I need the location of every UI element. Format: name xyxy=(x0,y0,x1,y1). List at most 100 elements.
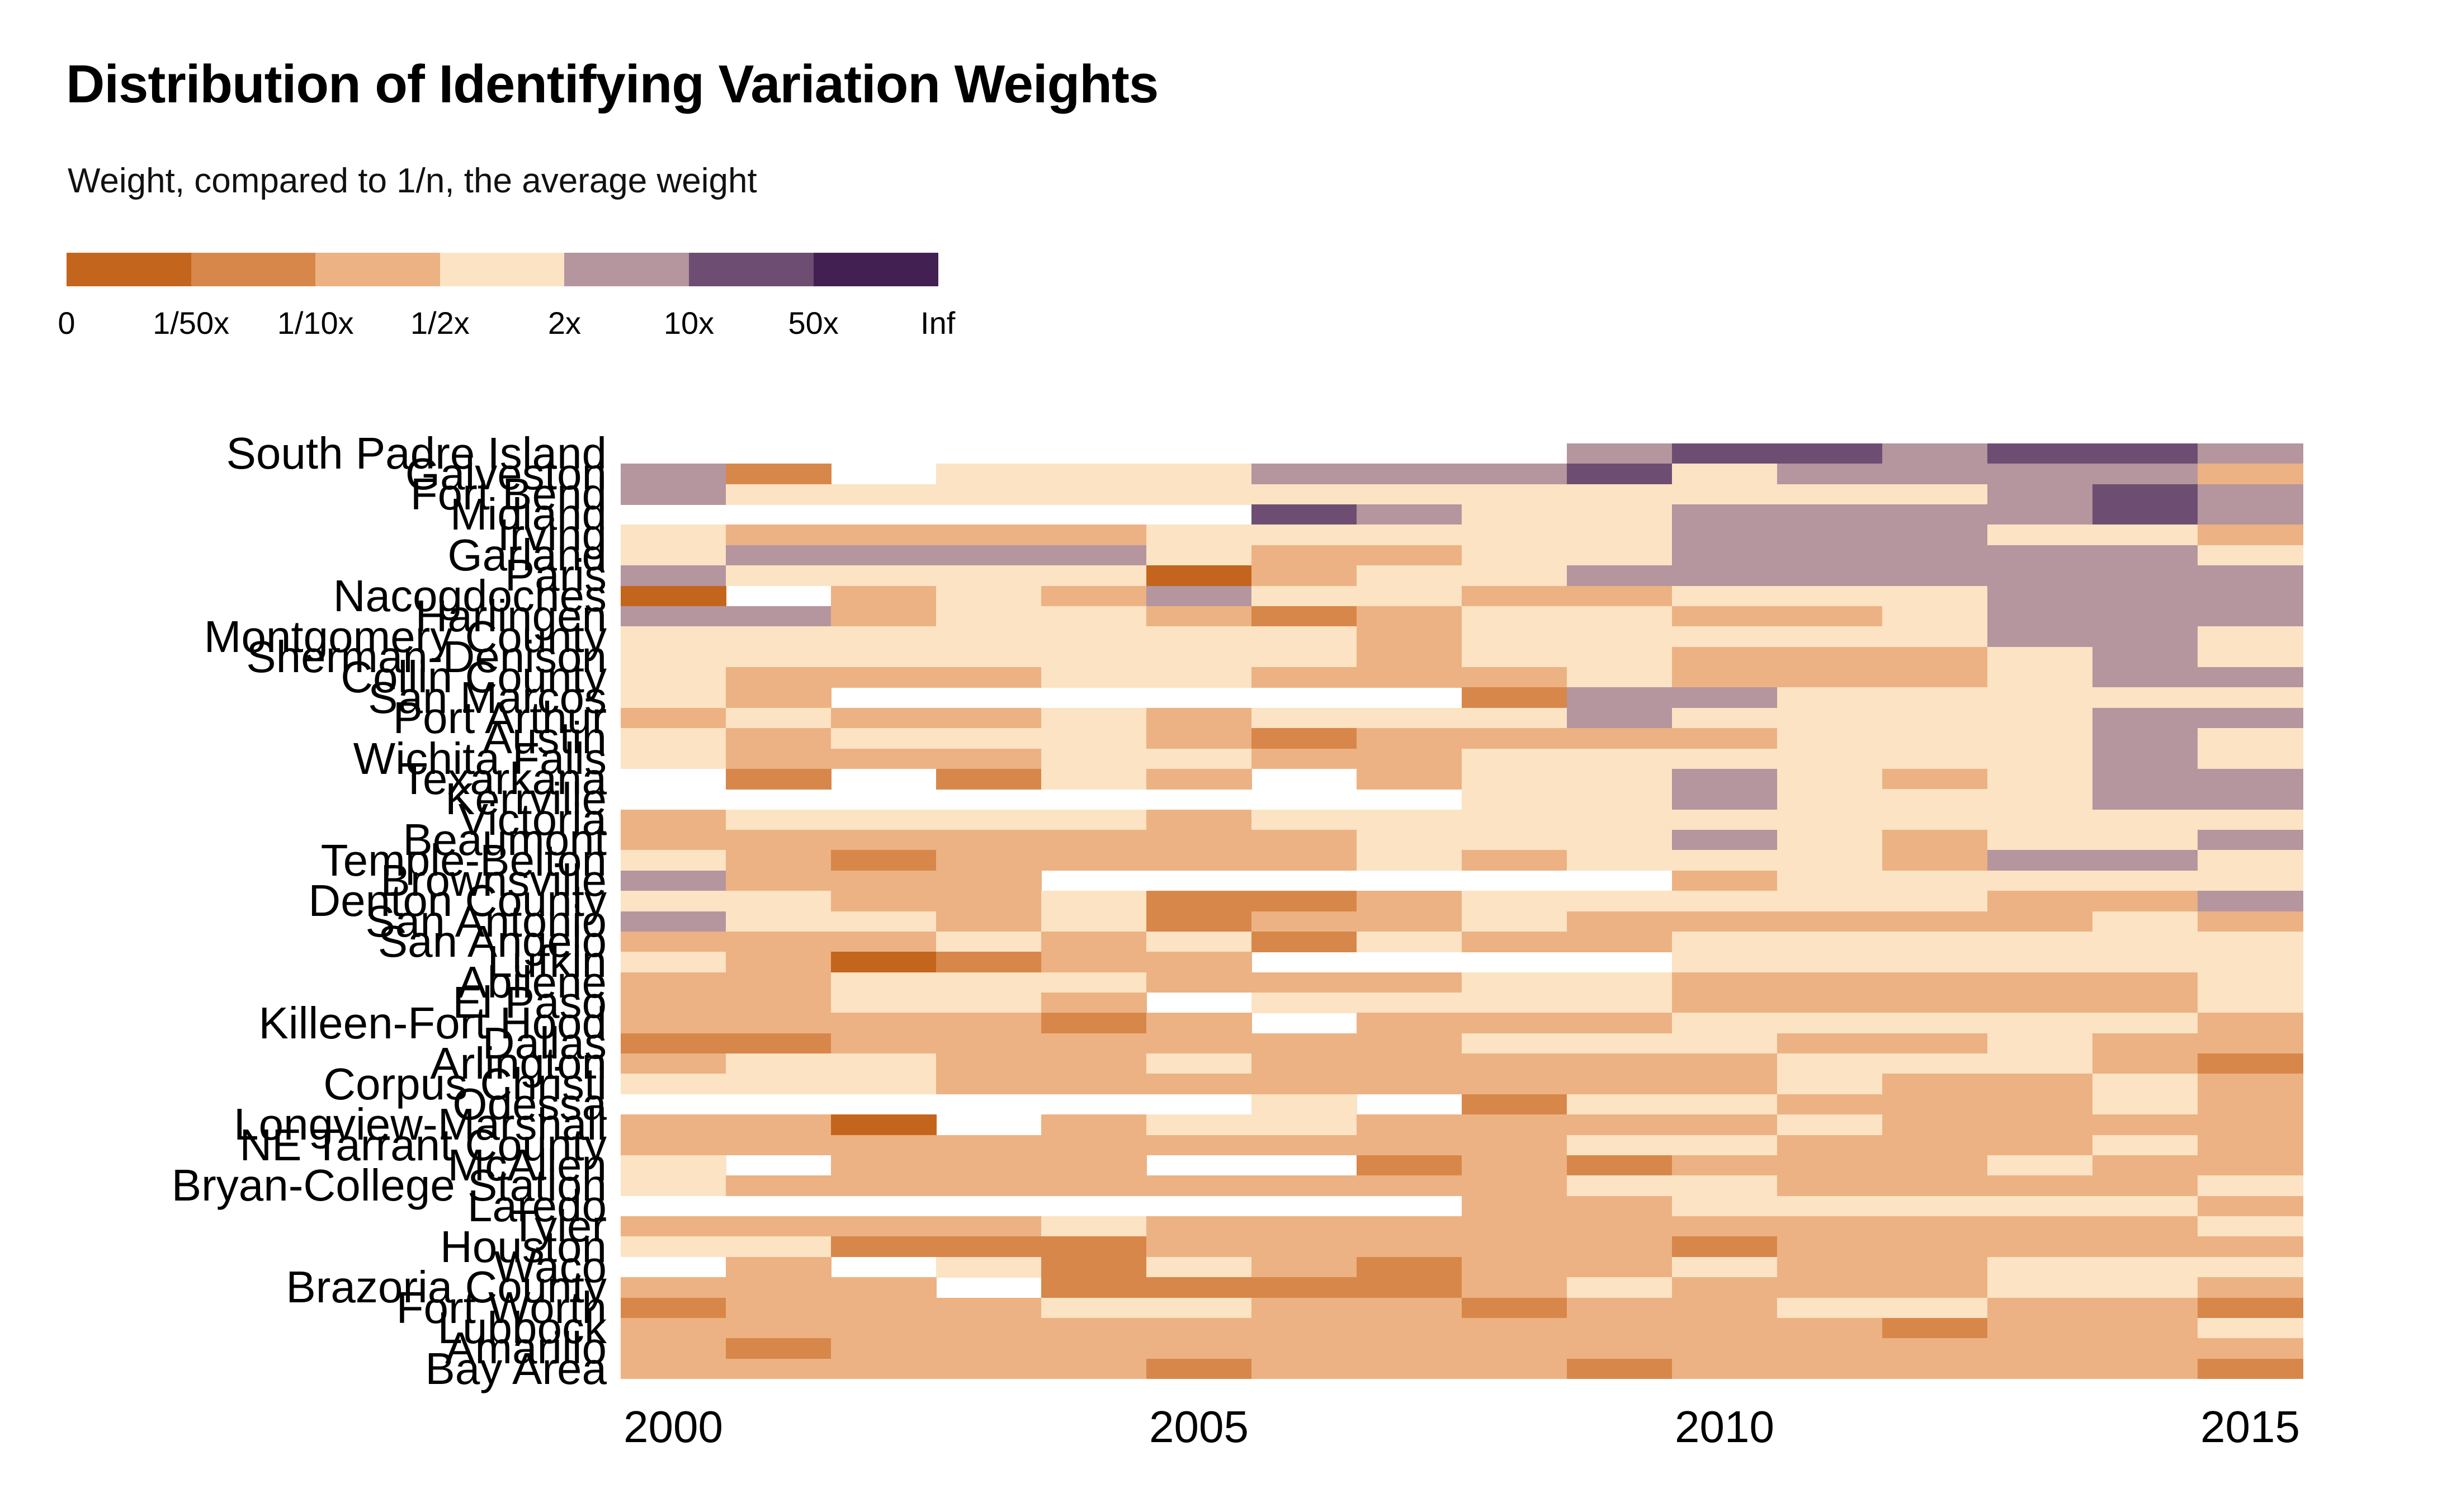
heatmap-cell xyxy=(2092,1297,2198,1319)
heatmap-cell xyxy=(1882,1033,1988,1054)
heatmap-cell xyxy=(831,1277,937,1298)
heatmap-cell xyxy=(1146,891,1252,911)
heatmap-cell xyxy=(1146,931,1252,952)
heatmap-cell xyxy=(1251,565,1357,587)
heatmap-cell xyxy=(2198,504,2303,525)
heatmap-cell xyxy=(1882,504,1988,525)
heatmap-cell xyxy=(2092,606,2198,627)
heatmap-cell xyxy=(2092,1338,2198,1359)
heatmap-cell xyxy=(726,830,832,850)
heatmap-cell xyxy=(2198,1074,2303,1095)
heatmap-cell xyxy=(1777,891,1883,911)
heatmap-cell xyxy=(1251,667,1357,688)
heatmap-cell xyxy=(1567,830,1673,850)
heatmap-cell xyxy=(1777,1317,1883,1339)
heatmap-cell xyxy=(1882,1317,1988,1339)
heatmap-cell xyxy=(2198,565,2303,587)
heatmap-cell xyxy=(1357,1236,1462,1258)
heatmap-cell xyxy=(1041,1175,1147,1197)
heatmap-cell xyxy=(1251,1175,1357,1197)
heatmap-cell xyxy=(1987,1074,2093,1095)
heatmap-cell xyxy=(1251,1297,1357,1319)
heatmap-cell xyxy=(1882,1155,1988,1176)
heatmap-cell xyxy=(621,687,726,708)
heatmap-cell xyxy=(1357,606,1462,627)
heatmap-cell xyxy=(621,545,726,566)
heatmap-cell xyxy=(831,667,937,688)
heatmap-cell xyxy=(1777,850,1883,871)
heatmap-cell xyxy=(1357,1114,1462,1136)
heatmap-cell xyxy=(1357,830,1462,850)
heatmap-cell xyxy=(1251,830,1357,850)
heatmap-cell xyxy=(1357,1297,1462,1319)
heatmap-cell xyxy=(2198,952,2303,973)
heatmap-cell xyxy=(831,1358,937,1379)
legend-swatch xyxy=(564,253,689,286)
heatmap-cell xyxy=(936,1033,1042,1054)
heatmap-cell xyxy=(2198,972,2303,993)
heatmap-cell xyxy=(1882,484,1988,505)
heatmap-cell xyxy=(1567,972,1673,993)
heatmap-cell xyxy=(1672,830,1778,850)
heatmap-cell xyxy=(1146,952,1252,973)
heatmap-cell xyxy=(1357,484,1462,505)
heatmap-cell xyxy=(1357,809,1462,830)
heatmap-cell xyxy=(1041,565,1147,587)
heatmap-cell xyxy=(1146,525,1252,546)
heatmap-cell xyxy=(2092,707,2198,729)
heatmap-cell xyxy=(2092,1074,2198,1095)
heatmap-cell xyxy=(2198,443,2303,464)
heatmap-cell xyxy=(1987,931,2093,952)
heatmap-cell xyxy=(936,1256,1042,1278)
heatmap-cell xyxy=(621,626,726,648)
heatmap-cell xyxy=(1146,728,1252,749)
heatmap-cell xyxy=(1882,1196,1988,1217)
heatmap-cell xyxy=(1251,1135,1357,1156)
chart-subtitle: Weight, compared to 1/n, the average wei… xyxy=(68,162,757,200)
heatmap-cell xyxy=(1462,1175,1567,1197)
heatmap-cell xyxy=(1357,626,1462,648)
y-axis-label: NE Tarrant County xyxy=(239,1119,607,1170)
heatmap-cell xyxy=(2092,768,2198,790)
heatmap-cell xyxy=(621,1074,726,1095)
heatmap-cell xyxy=(1567,1236,1673,1258)
heatmap-cell xyxy=(1777,1277,1883,1298)
heatmap-cell xyxy=(1567,484,1673,505)
heatmap-cell xyxy=(1146,1358,1252,1379)
y-axis-label: Nacogdoches xyxy=(333,570,607,621)
heatmap-cell xyxy=(1357,1135,1462,1156)
heatmap-cell xyxy=(1567,443,1673,464)
heatmap-cell xyxy=(1777,1053,1883,1074)
heatmap-cell xyxy=(2092,850,2198,871)
heatmap-cell xyxy=(2092,931,2198,952)
heatmap-cell xyxy=(1672,545,1778,566)
heatmap-cell xyxy=(1357,545,1462,566)
heatmap-cell xyxy=(1567,504,1673,525)
heatmap-cell xyxy=(1882,748,1988,769)
heatmap-cell xyxy=(1987,1236,2093,1258)
heatmap-cell xyxy=(1567,687,1673,708)
heatmap-cell xyxy=(936,830,1042,850)
heatmap-cell xyxy=(1672,606,1778,627)
heatmap-cell xyxy=(1041,1074,1147,1095)
heatmap-cell xyxy=(1567,891,1673,911)
heatmap-cell xyxy=(1146,972,1252,993)
heatmap-cell xyxy=(1462,830,1567,850)
heatmap-cell xyxy=(1251,972,1357,993)
heatmap-cell xyxy=(1777,565,1883,587)
heatmap-cell xyxy=(1041,1317,1147,1339)
heatmap-cell xyxy=(1462,1033,1567,1054)
heatmap-cell xyxy=(1987,1256,2093,1278)
legend-boundary-label: 50x xyxy=(788,305,839,341)
heatmap-cell xyxy=(1462,1155,1567,1176)
heatmap-cell xyxy=(1987,707,2093,729)
heatmap-cell xyxy=(1041,484,1147,505)
heatmap-cell xyxy=(726,911,832,932)
heatmap-cell xyxy=(621,464,726,485)
heatmap-cell xyxy=(2198,911,2303,932)
heatmap-cell xyxy=(1987,891,2093,911)
heatmap-cell xyxy=(1146,1216,1252,1237)
heatmap-cell xyxy=(1251,1256,1357,1278)
heatmap-cell xyxy=(1672,1216,1778,1237)
